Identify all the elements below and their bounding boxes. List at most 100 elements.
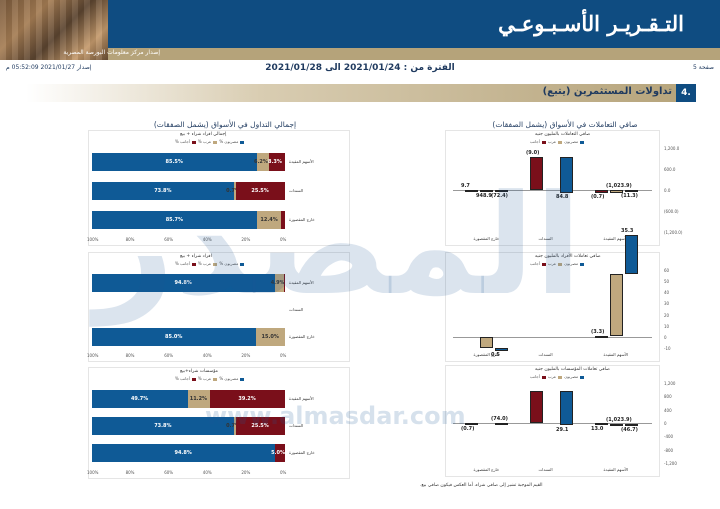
x-axis-tick: 0% bbox=[280, 353, 287, 358]
legend-swatch bbox=[191, 262, 196, 266]
section-bar bbox=[26, 84, 694, 102]
net-bar bbox=[495, 347, 508, 352]
y-axis-tick: 800 bbox=[664, 394, 672, 400]
bar-value-label: (74.0) bbox=[491, 415, 508, 422]
x-axis-tick: 20% bbox=[241, 237, 251, 242]
bar-value-label: (3.3) bbox=[591, 329, 605, 336]
stacked-chart-panel bbox=[88, 252, 350, 362]
stacked-bar-segment bbox=[284, 274, 285, 293]
y-axis-tick: 50 bbox=[664, 279, 670, 285]
y-axis-tick: (1,200.0) bbox=[664, 230, 683, 235]
stacked-bar-segment bbox=[257, 210, 282, 229]
x-axis-tick: 80% bbox=[125, 470, 135, 475]
x-axis-tick: 80% bbox=[125, 353, 135, 358]
bar-value-label: 85.7% bbox=[165, 216, 184, 223]
y-axis-tick: 60 bbox=[664, 268, 670, 273]
legend-swatch bbox=[240, 262, 245, 266]
bar-value-label: 15.0% bbox=[261, 333, 279, 340]
stacked-bar-segment bbox=[235, 182, 285, 200]
category-label: السندات bbox=[538, 236, 553, 241]
bar-value-label: 25.5% bbox=[251, 188, 269, 194]
bar-value-label: 13.0 bbox=[591, 426, 604, 433]
zero-line bbox=[453, 423, 652, 424]
net-bar bbox=[465, 189, 478, 192]
report-period: الفترة من : 2021/01/24 الى 2021/01/28 bbox=[265, 63, 455, 73]
net-bar bbox=[530, 156, 543, 190]
net-bar bbox=[595, 190, 608, 193]
chart-title: افراد شراء + بيع bbox=[180, 254, 212, 259]
bar-value-label: 49.7% bbox=[130, 395, 149, 402]
bar-value-label: (9.0) bbox=[526, 149, 540, 156]
legend-label: عرب % bbox=[197, 261, 212, 266]
net-bar bbox=[560, 391, 573, 426]
stacked-bar-segment bbox=[281, 210, 285, 229]
y-axis-tick: (600.0) bbox=[664, 209, 679, 214]
legend-swatch bbox=[558, 375, 563, 379]
stacked-bar-segment bbox=[209, 389, 286, 408]
header-banner bbox=[108, 0, 720, 48]
bar-value-label: 0.5 bbox=[491, 352, 500, 359]
category-label: السندات bbox=[289, 307, 304, 312]
x-axis-tick: 40% bbox=[202, 353, 212, 358]
report-title: التـقـريـر الأسـبـوعـي bbox=[498, 11, 684, 36]
legend-label: أجانب % bbox=[175, 261, 190, 266]
x-axis-tick: 60% bbox=[164, 237, 174, 242]
report-subtitle: إصدار مركز معلومات البورصة المصرية bbox=[63, 49, 160, 56]
chart-title: صافي تعاملات المؤسسات بالمليون جنيه bbox=[535, 367, 610, 372]
net-bar bbox=[595, 336, 608, 339]
legend-swatch bbox=[541, 140, 546, 144]
issue-timestamp: إصدار 2021/01/27 05:52:09 م bbox=[6, 64, 92, 71]
y-axis-tick: 40 bbox=[664, 290, 670, 296]
y-axis-tick: -800 bbox=[664, 447, 674, 453]
stacked-bar-segment bbox=[92, 274, 275, 293]
legend-swatch bbox=[580, 262, 585, 266]
category-label: الأسهم المقيدة bbox=[603, 236, 629, 241]
category-label: الأسهم المقيدة bbox=[603, 467, 629, 472]
section-number: 4. bbox=[676, 84, 696, 102]
bar-value-label: 5.0% bbox=[271, 450, 286, 457]
bar-value-label: 94.8% bbox=[174, 280, 192, 287]
legend-label: مصريون % bbox=[219, 261, 239, 266]
legend-label: عرب bbox=[547, 261, 557, 266]
category-label: السندات bbox=[538, 352, 553, 357]
header-strip bbox=[108, 48, 720, 60]
bar-value-label: 73.8% bbox=[154, 423, 172, 429]
legend-swatch bbox=[240, 377, 245, 381]
chart-legend: مصريون عرب أجانب bbox=[530, 261, 586, 266]
legend-swatch bbox=[191, 140, 196, 144]
bar-value-label: (1,023.9) bbox=[606, 182, 632, 189]
stacked-bar-segment bbox=[92, 182, 235, 200]
header-photo bbox=[0, 0, 108, 60]
net-chart-panel bbox=[445, 130, 660, 246]
stacked-chart-panel bbox=[88, 130, 350, 246]
legend-label: أجانب bbox=[530, 261, 540, 266]
section-title: تداولات المستثمرين (يتبع) bbox=[542, 86, 672, 97]
category-label: السندات bbox=[538, 467, 553, 472]
net-bar bbox=[610, 274, 623, 337]
bar-value-label: 29.1 bbox=[556, 426, 569, 433]
category-label: خارج المقصورة bbox=[289, 333, 315, 339]
net-bar bbox=[625, 234, 638, 275]
x-axis-tick: 100% bbox=[87, 237, 99, 242]
net-bar bbox=[465, 423, 478, 425]
net-bar bbox=[480, 336, 493, 348]
bar-value-label: 12.4% bbox=[260, 216, 278, 223]
stacked-bar-segment bbox=[92, 389, 188, 408]
bar-value-label: (72.4) bbox=[491, 192, 508, 199]
chart-legend: مصريون عرب أجانب bbox=[530, 139, 586, 144]
chart-legend: مصريون % عرب % أجانب % bbox=[175, 376, 246, 381]
bar-value-label: 25.5% bbox=[251, 423, 269, 429]
net-bar bbox=[560, 156, 573, 193]
stacked-bar-segment bbox=[92, 327, 257, 346]
stacked-bar-segment bbox=[257, 153, 269, 172]
bar-value-label: (0.7) bbox=[591, 193, 605, 200]
category-label: الأسهم المقيدة bbox=[289, 280, 314, 286]
stacked-chart-panel bbox=[88, 367, 350, 479]
bar-value-label: (0.7) bbox=[461, 426, 475, 432]
legend-swatch bbox=[240, 140, 245, 144]
y-axis-tick: 600.0 bbox=[664, 167, 676, 172]
bar-value-label: (1,023.9) bbox=[606, 417, 632, 424]
category-label: خارج المقصورة bbox=[473, 236, 500, 241]
net-chart-panel bbox=[445, 365, 660, 477]
net-bar bbox=[495, 422, 508, 425]
